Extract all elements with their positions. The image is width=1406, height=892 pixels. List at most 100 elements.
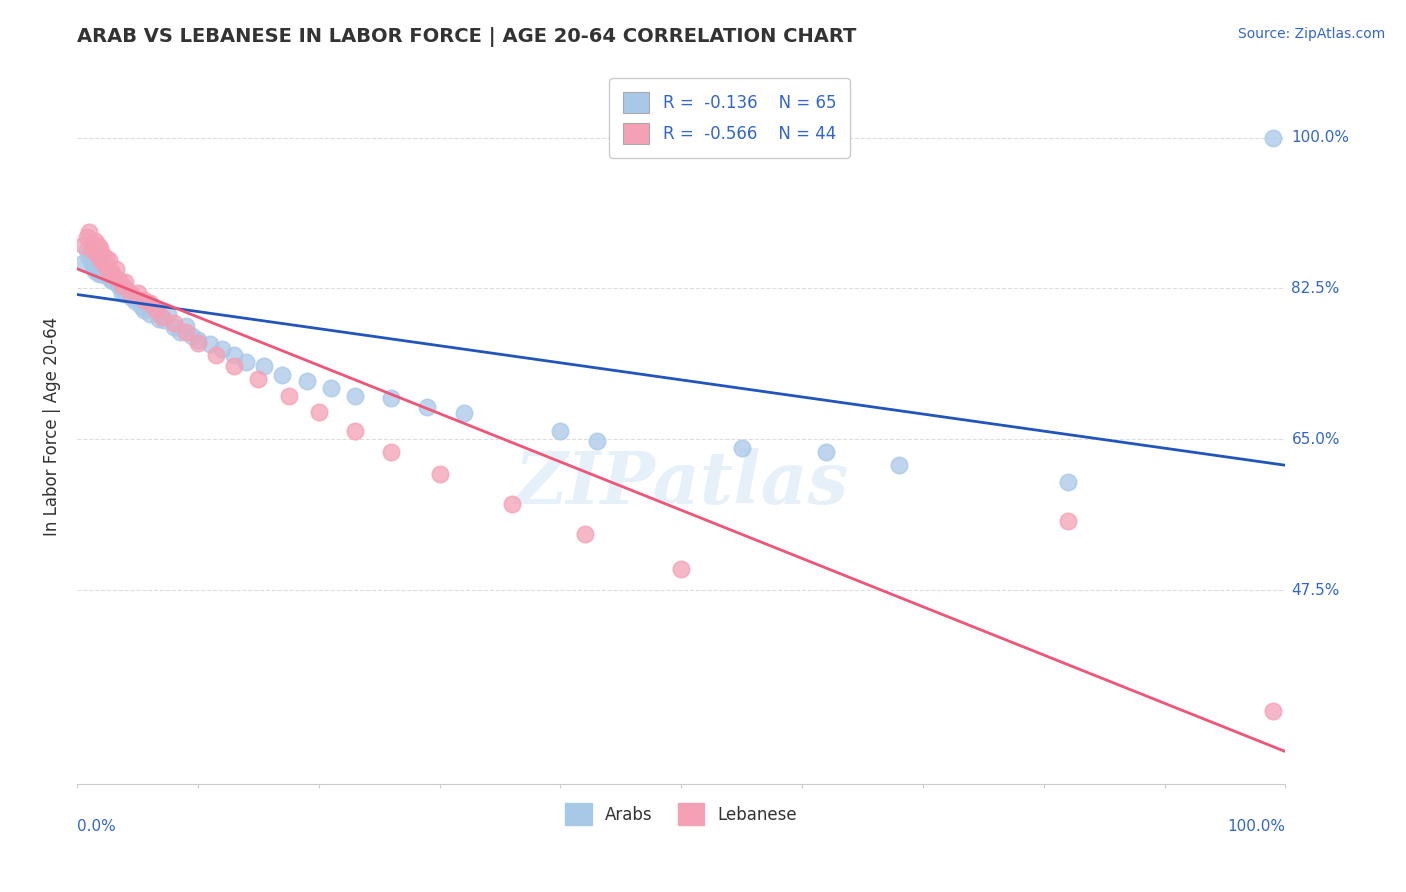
Point xyxy=(105,273,128,287)
Point xyxy=(163,320,186,334)
Point xyxy=(132,293,155,307)
Point xyxy=(84,252,107,266)
Point xyxy=(127,293,149,307)
Point xyxy=(111,285,134,300)
Point xyxy=(97,252,120,267)
Point xyxy=(89,260,111,274)
Point xyxy=(104,261,127,276)
Point xyxy=(1263,130,1285,145)
Point xyxy=(224,348,246,362)
Point xyxy=(72,255,94,269)
Point xyxy=(295,374,318,388)
Point xyxy=(153,313,176,327)
Point xyxy=(169,325,191,339)
Point xyxy=(72,238,94,252)
Point xyxy=(121,287,143,301)
Point xyxy=(100,264,122,278)
Point xyxy=(211,342,233,356)
Point xyxy=(277,389,299,403)
Point xyxy=(86,252,108,267)
Point xyxy=(111,281,134,295)
Point xyxy=(429,467,451,481)
Point xyxy=(86,238,108,252)
Point xyxy=(174,318,197,333)
Point xyxy=(83,260,105,274)
Point xyxy=(247,372,270,386)
Legend: R =  -0.136    N = 65, R =  -0.566    N = 44: R = -0.136 N = 65, R = -0.566 N = 44 xyxy=(609,78,849,158)
Text: Source: ZipAtlas.com: Source: ZipAtlas.com xyxy=(1237,27,1385,41)
Point xyxy=(343,424,366,438)
Point xyxy=(117,284,139,298)
Point xyxy=(100,273,122,287)
Point xyxy=(887,458,910,473)
Point xyxy=(180,329,202,343)
Point xyxy=(121,290,143,304)
Point xyxy=(550,424,572,438)
Point xyxy=(103,268,125,283)
Text: 100.0%: 100.0% xyxy=(1227,819,1285,834)
Text: 100.0%: 100.0% xyxy=(1292,130,1350,145)
Point xyxy=(235,355,257,369)
Point xyxy=(148,311,170,326)
Point xyxy=(94,252,117,266)
Point xyxy=(187,333,209,347)
Point xyxy=(76,229,98,244)
Point xyxy=(319,381,342,395)
Point xyxy=(91,247,114,261)
Point xyxy=(93,268,115,283)
Point xyxy=(145,303,167,318)
Point xyxy=(815,445,838,459)
Text: 47.5%: 47.5% xyxy=(1292,582,1340,598)
Point xyxy=(77,252,100,266)
Text: 65.0%: 65.0% xyxy=(1292,432,1340,447)
Text: ZIPatlas: ZIPatlas xyxy=(515,448,848,519)
Point xyxy=(163,316,186,330)
Point xyxy=(111,278,134,293)
Point xyxy=(80,255,103,269)
Point xyxy=(82,247,104,261)
Point xyxy=(103,270,125,285)
Point xyxy=(86,244,108,259)
Text: 0.0%: 0.0% xyxy=(77,819,115,834)
Point xyxy=(156,307,179,321)
Point xyxy=(501,497,523,511)
Point xyxy=(77,226,100,240)
Point xyxy=(82,238,104,252)
Point xyxy=(380,445,402,459)
Text: ARAB VS LEBANESE IN LABOR FORCE | AGE 20-64 CORRELATION CHART: ARAB VS LEBANESE IN LABOR FORCE | AGE 20… xyxy=(77,27,856,46)
Point xyxy=(114,276,136,290)
Point xyxy=(127,285,149,300)
Point xyxy=(89,241,111,255)
Point xyxy=(145,303,167,318)
Point xyxy=(94,266,117,280)
Point xyxy=(90,252,112,267)
Point xyxy=(730,441,752,455)
Point xyxy=(1263,704,1285,718)
Point xyxy=(416,400,439,414)
Point xyxy=(198,337,221,351)
Point xyxy=(108,278,131,293)
Point xyxy=(132,303,155,318)
Point xyxy=(86,260,108,274)
Point xyxy=(124,294,146,309)
Point xyxy=(138,307,160,321)
Point xyxy=(114,287,136,301)
Point xyxy=(174,325,197,339)
Text: 82.5%: 82.5% xyxy=(1292,281,1340,296)
Point xyxy=(671,562,693,576)
Point xyxy=(90,261,112,276)
Point xyxy=(253,359,276,373)
Point xyxy=(91,264,114,278)
Point xyxy=(136,296,159,310)
Point xyxy=(224,359,246,373)
Point xyxy=(87,255,110,269)
Point xyxy=(1057,514,1080,528)
Point xyxy=(87,250,110,264)
Point xyxy=(94,261,117,276)
Point xyxy=(96,264,118,278)
Point xyxy=(343,389,366,403)
Point xyxy=(138,296,160,310)
Point xyxy=(76,243,98,257)
Point xyxy=(87,267,110,281)
Point xyxy=(97,270,120,285)
